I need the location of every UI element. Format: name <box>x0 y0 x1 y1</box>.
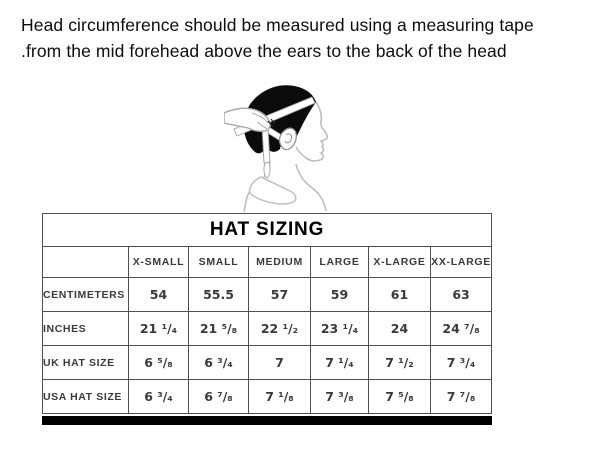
column-header-large: LARGE <box>310 246 369 278</box>
hair-shape <box>243 85 316 154</box>
row-label-usa-hat-size: USA HAT SIZE <box>42 379 129 414</box>
column-header-small: SMALL <box>188 246 249 278</box>
column-header-x-large: X-LARGE <box>368 246 431 278</box>
hand-finger-lines <box>251 112 269 130</box>
column-header-row: X-SMALL SMALL MEDIUM LARGE X-LARGE XX-LA… <box>42 246 493 278</box>
table-cell: 54 <box>128 277 189 312</box>
table-title: HAT SIZING <box>41 213 493 247</box>
face-profile-line <box>295 101 329 162</box>
table-cell: 23 ¹/₄ <box>310 311 369 346</box>
column-header-medium: MEDIUM <box>248 246 311 278</box>
table-cell: 7 <box>248 345 311 380</box>
heading: Head circumference should be measured us… <box>21 12 591 64</box>
row-label-centimeters: CENTIMETERS <box>42 277 129 312</box>
table-row-inches: INCHES 21 ¹/₄ 21 ⁵/₈ 22 ¹/₂ 23 ¹/₄ 24 24… <box>42 311 493 346</box>
table-cell: 7 ³/₄ <box>429 345 493 380</box>
table-cell: 7 ¹/₈ <box>248 379 311 414</box>
table-cell: 55.5 <box>188 277 249 312</box>
collar-shape <box>248 176 297 205</box>
table-row-usa-hat-size: USA HAT SIZE 6 ³/₄ 6 ⁷/₈ 7 ¹/₈ 7 ³/₈ 7 ⁵… <box>42 379 493 414</box>
table-cell: 24 ⁷/₈ <box>429 311 493 346</box>
table-cell: 7 ³/₈ <box>310 379 369 414</box>
table-row-centimeters: CENTIMETERS 54 55.5 57 59 61 63 <box>42 277 493 312</box>
corner-cell <box>42 246 129 278</box>
table-cell: 57 <box>248 277 311 312</box>
tape-pinch-marks <box>267 118 276 128</box>
ear-shape <box>278 127 297 151</box>
neck-front-line <box>295 163 327 212</box>
table-row-uk-hat-size: UK HAT SIZE 6 ⁵/₈ 6 ³/₄ 7 7 ¹/₄ 7 ¹/₂ 7 … <box>42 345 493 380</box>
table-cell: 7 ¹/₂ <box>368 345 431 380</box>
table-cell: 7 ⁷/₈ <box>429 379 493 414</box>
table-cell: 6 ⁷/₈ <box>188 379 249 414</box>
row-label-inches: INCHES <box>42 311 129 346</box>
table-cell: 21 ⁵/₈ <box>188 311 249 346</box>
table-cell: 22 ¹/₂ <box>248 311 311 346</box>
heading-line-1: Head circumference should be measured us… <box>21 15 534 35</box>
row-label-uk-hat-size: UK HAT SIZE <box>42 345 129 380</box>
table-title-row: HAT SIZING <box>41 213 493 247</box>
table-cell: 6 ⁵/₈ <box>128 345 189 380</box>
column-header-x-small: X-SMALL <box>128 246 189 278</box>
measuring-tape-tip <box>263 161 271 179</box>
table-cell: 7 ⁵/₈ <box>368 379 431 414</box>
table-bottom-bar <box>42 416 492 425</box>
hat-sizing-table: HAT SIZING X-SMALL SMALL MEDIUM LARGE X-… <box>41 213 493 414</box>
table-cell: 7 ¹/₄ <box>310 345 369 380</box>
table-cell: 6 ³/₄ <box>128 379 189 414</box>
column-header-xx-large: XX-LARGE <box>429 246 493 278</box>
table-cell: 59 <box>310 277 369 312</box>
table-cell: 63 <box>429 277 493 312</box>
table-cell: 61 <box>368 277 431 312</box>
table-cell: 6 ³/₄ <box>188 345 249 380</box>
head-measurement-illustration <box>224 85 329 213</box>
table-cell: 24 <box>368 311 431 346</box>
table-cell: 21 ¹/₄ <box>128 311 189 346</box>
ear-inner-line <box>284 133 292 144</box>
heading-line-2: .from the mid forehead above the ears to… <box>21 41 507 61</box>
